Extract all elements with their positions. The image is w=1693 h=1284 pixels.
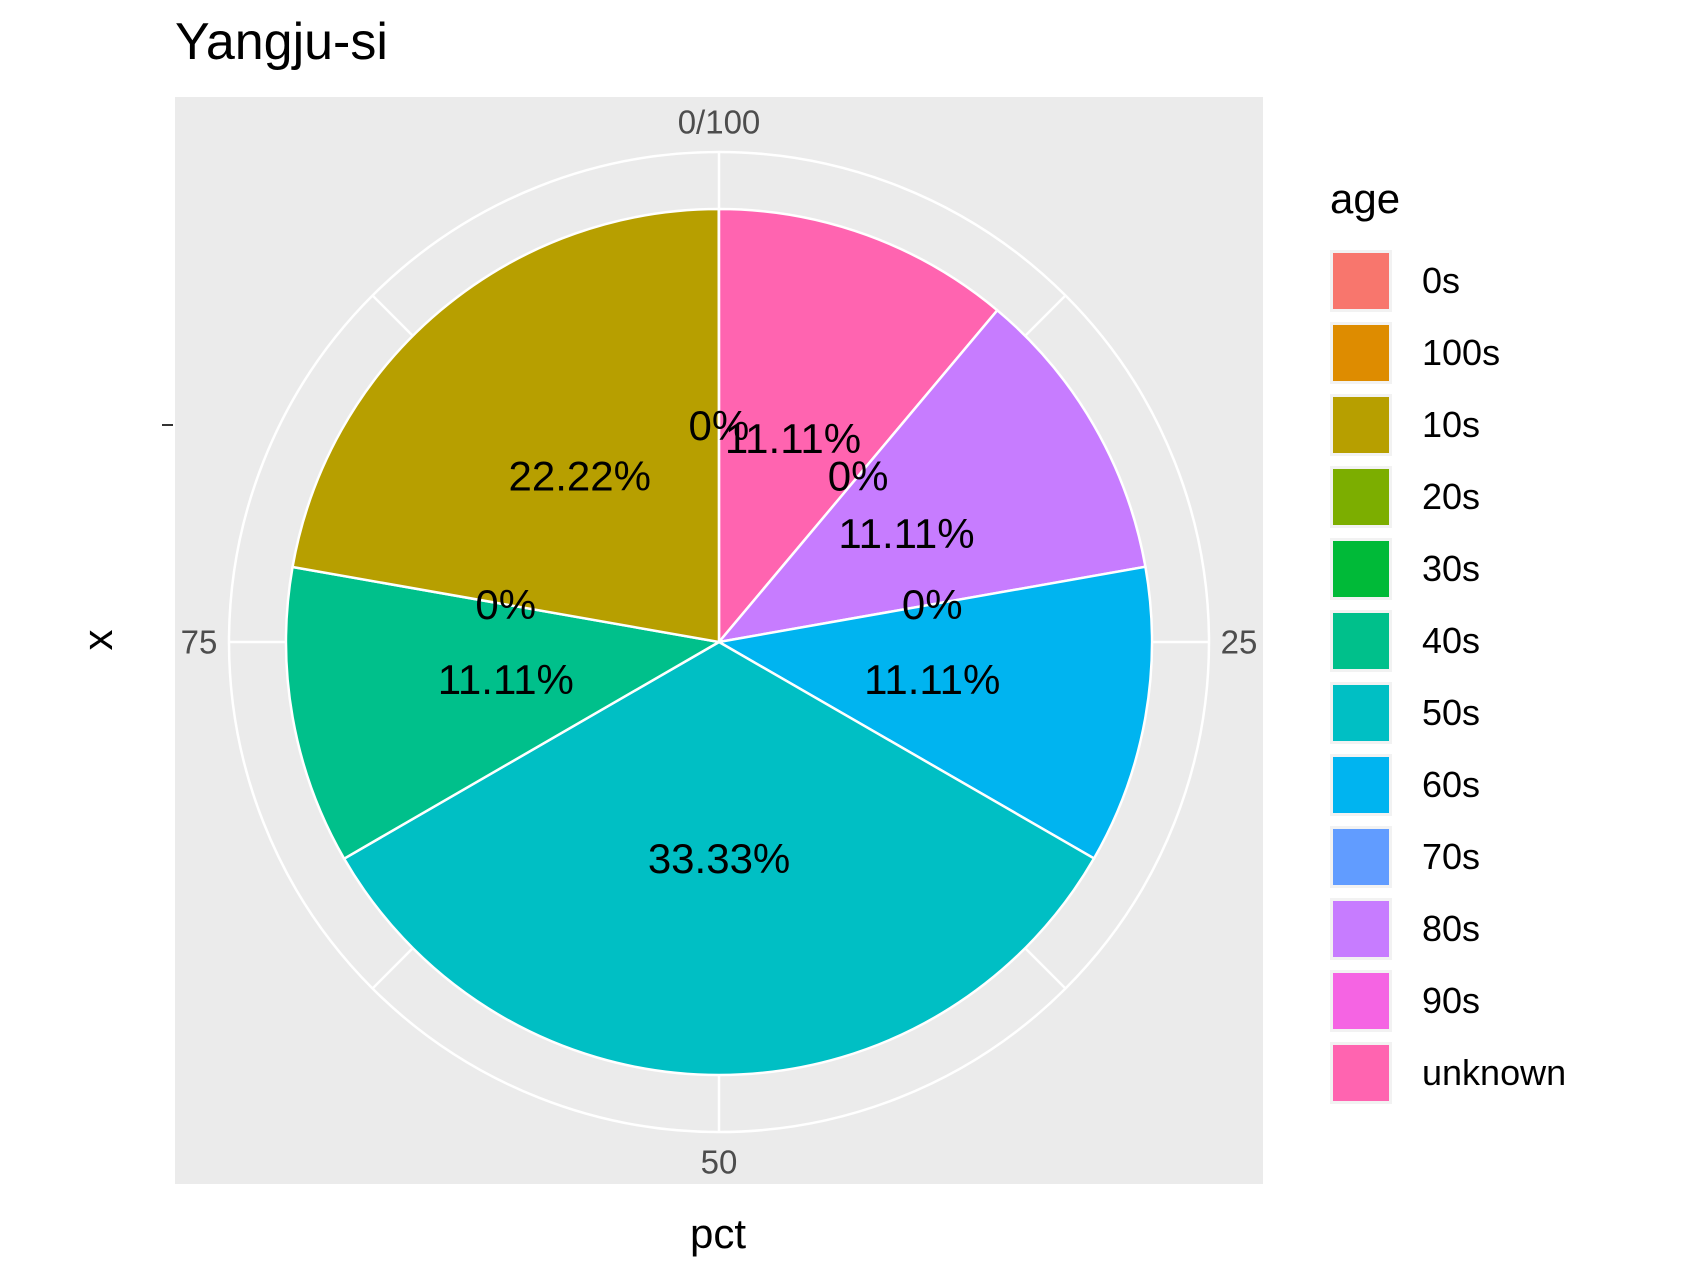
grid-spoke: [371, 947, 414, 990]
legend-label: unknown: [1422, 1052, 1567, 1093]
slice-label-60s: 11.11%: [864, 656, 1000, 703]
slice-label-90s: 0%: [828, 453, 889, 500]
legend-label: 20s: [1422, 476, 1481, 517]
legend-swatch: [1330, 322, 1392, 384]
theta-tick-label: 25: [1221, 624, 1258, 661]
legend-label: 0s: [1422, 260, 1461, 301]
slice-label-80s: 11.11%: [838, 510, 974, 557]
slice-label-10s: 22.22%: [509, 453, 651, 500]
legend-item: 70s: [1330, 821, 1566, 893]
legend-label: 90s: [1422, 980, 1481, 1021]
legend: age 0s 100s 10s 20s 30s 40s 50s 60s 70s 80s 90s unk…: [1330, 175, 1566, 1109]
legend-swatch: [1330, 970, 1392, 1032]
legend-label: 40s: [1422, 620, 1481, 661]
legend-label: 60s: [1422, 764, 1481, 805]
legend-swatch: [1330, 754, 1392, 816]
legend-title: age: [1330, 175, 1401, 222]
legend-item: 50s: [1330, 677, 1566, 749]
theta-tick-label: 75: [181, 624, 218, 661]
legend-label: 80s: [1422, 908, 1481, 949]
theta-ticks: 0/100 25 50 75: [181, 104, 1258, 1181]
slice-labels: 11.11%0%11.11%0%11.11%33.33%11.11%0%22.2…: [438, 402, 1001, 882]
legend-swatch: [1330, 466, 1392, 528]
legend-item: 60s: [1330, 749, 1566, 821]
legend-swatch: [1330, 394, 1392, 456]
slice-50s: [342, 640, 1096, 1077]
slice-label-unknown: 11.11%: [725, 415, 861, 462]
legend-item: 40s: [1330, 605, 1566, 677]
legend-item: 0s: [1330, 245, 1566, 317]
slice-60s: [715, 565, 1154, 861]
legend-swatch: [1330, 826, 1392, 888]
legend-swatch: [1330, 250, 1392, 312]
slice-label-50s: 33.33%: [648, 835, 790, 882]
legend-item: 30s: [1330, 533, 1566, 605]
theta-tick-label: 50: [701, 1144, 738, 1181]
grid-spoke: [1024, 294, 1067, 337]
legend-label: 70s: [1422, 836, 1481, 877]
legend-label: 100s: [1422, 332, 1501, 373]
legend-items: 0s 100s 10s 20s 30s 40s 50s 60s 70s 80s 90s unknown: [1330, 245, 1566, 1109]
slice-80s: [715, 308, 1147, 644]
chart-title: Yangju-si: [175, 13, 388, 71]
legend-item: 100s: [1330, 317, 1566, 389]
legend-label: 10s: [1422, 404, 1481, 445]
legend-label: 30s: [1422, 548, 1481, 589]
slice-label-40s: 11.11%: [438, 656, 574, 703]
slices: [284, 207, 1154, 1077]
grid-lines: [227, 150, 1211, 1134]
legend-swatch: [1330, 610, 1392, 672]
slice-label-20s: 0%: [689, 402, 750, 449]
y-axis-title: x: [74, 629, 121, 651]
legend-swatch: [1330, 538, 1392, 600]
slice-label-70s: 0%: [902, 581, 963, 628]
legend-label: 50s: [1422, 692, 1481, 733]
grid-spoke: [371, 294, 414, 337]
legend-swatch: [1330, 898, 1392, 960]
legend-item: 80s: [1330, 893, 1566, 965]
slice-10s: [291, 207, 721, 644]
legend-item: unknown: [1330, 1037, 1566, 1109]
legend-swatch: [1330, 1042, 1392, 1104]
legend-item: 20s: [1330, 461, 1566, 533]
x-axis-title: pct: [689, 1210, 747, 1257]
legend-item: 10s: [1330, 389, 1566, 461]
slice-unknown: [717, 207, 1000, 646]
legend-swatch: [1330, 682, 1392, 744]
slice-label-30s: 0%: [475, 581, 536, 628]
theta-tick-label: 0/100: [678, 104, 761, 141]
legend-item: 90s: [1330, 965, 1566, 1037]
slice-40s: [284, 565, 723, 861]
grid-spoke: [1024, 947, 1067, 990]
